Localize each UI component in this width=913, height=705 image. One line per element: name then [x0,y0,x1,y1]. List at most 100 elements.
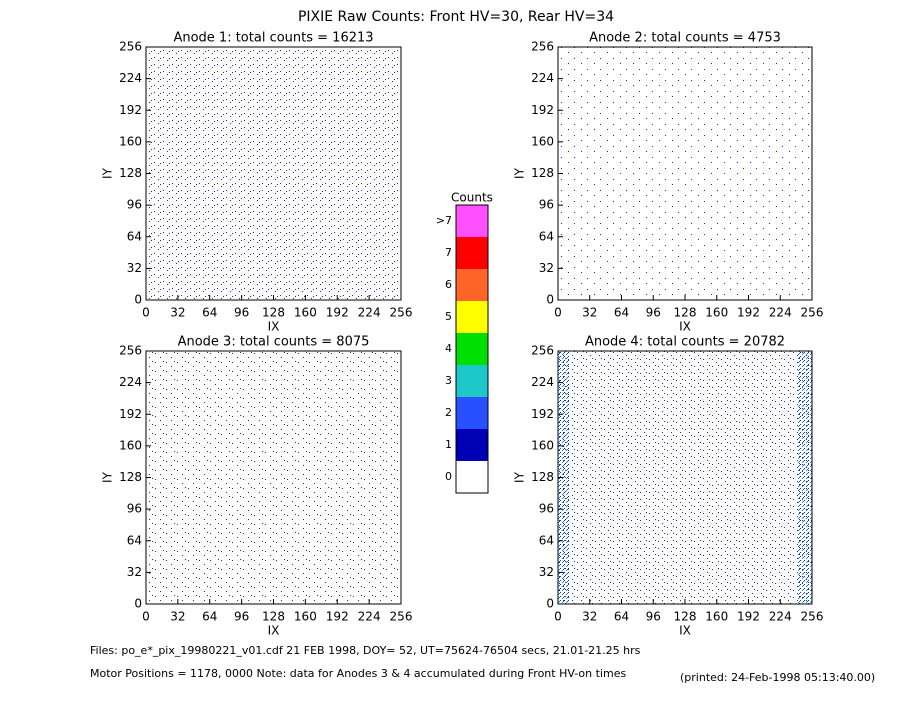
colorbar-label: 1 [445,438,452,451]
x-tick-label: 128 [674,306,697,320]
colorbar-label: 5 [445,310,452,323]
x-tick-label: 32 [582,306,597,320]
x-tick-label: 224 [769,610,792,624]
colorbar-label: 3 [445,374,452,387]
x-tick-label: 192 [737,306,760,320]
x-tick-label: 160 [294,306,317,320]
colorbar-label: >7 [436,214,452,227]
y-tick-label: 160 [531,134,554,148]
y-tick-label: 256 [531,344,554,358]
y-tick-label: 96 [539,198,554,212]
pixel-texture [798,351,812,604]
x-tick-label: 96 [234,610,249,624]
x-tick-label: 96 [234,306,249,320]
x-axis-label: IX [268,320,280,334]
x-tick-label: 96 [646,610,661,624]
x-tick-label: 128 [674,610,697,624]
x-tick-label: 32 [170,610,185,624]
x-tick-label: 256 [390,306,413,320]
x-tick-label: 160 [705,610,728,624]
y-tick-label: 128 [531,470,554,484]
colorbar-title: Counts [451,191,493,205]
colorbar-label: 0 [445,470,452,483]
y-tick-label: 224 [119,71,142,85]
x-tick-label: 64 [614,306,629,320]
x-tick-label: 96 [646,306,661,320]
colorbar-label: 6 [445,278,452,291]
panel-title: Anode 1: total counts = 16213 [173,31,373,46]
x-tick-label: 160 [294,610,317,624]
colorbar-label: 7 [445,246,452,259]
x-tick-label: 0 [142,306,150,320]
x-tick-label: 0 [142,610,150,624]
y-tick-label: 32 [539,261,554,275]
panel-title: Anode 3: total counts = 8075 [178,335,370,350]
y-tick-label: 0 [546,293,554,307]
pixel-texture [146,351,401,604]
x-tick-label: 224 [769,306,792,320]
panel-title: Anode 4: total counts = 20782 [585,335,785,350]
panel-title: Anode 2: total counts = 4753 [589,31,781,46]
y-tick-label: 224 [531,375,554,389]
y-tick-label: 96 [127,502,142,516]
x-tick-label: 128 [262,306,285,320]
pixel-texture [558,351,812,604]
footer-motor: Motor Positions = 1178, 0000 Note: data … [90,667,626,680]
colorbar-cell [456,429,488,461]
y-tick-label: 128 [531,166,554,180]
x-tick-label: 128 [262,610,285,624]
y-tick-label: 192 [119,103,142,117]
x-tick-label: 32 [170,306,185,320]
y-tick-label: 96 [127,198,142,212]
y-tick-label: 64 [127,229,142,243]
x-tick-label: 32 [582,610,597,624]
x-tick-label: 224 [358,306,381,320]
colorbar-cell [456,365,488,397]
y-tick-label: 160 [531,438,554,452]
y-axis-label: IY [101,471,115,483]
y-tick-label: 32 [127,261,142,275]
colorbar-frame [455,204,489,494]
y-tick-label: 224 [531,71,554,85]
y-tick-label: 0 [546,597,554,611]
y-tick-label: 256 [119,344,142,358]
pixel-texture [558,47,812,300]
y-tick-label: 256 [531,40,554,54]
colorbar-label: 2 [445,406,452,419]
pixel-texture [146,47,401,300]
colorbar-cell [456,301,488,333]
y-axis-label: IY [513,471,527,483]
y-tick-label: 64 [539,533,554,547]
x-tick-label: 192 [326,610,349,624]
y-tick-label: 224 [119,375,142,389]
footer-printed: (printed: 24-Feb-1998 05:13:40.00) [680,671,875,684]
y-tick-label: 96 [539,502,554,516]
y-tick-label: 0 [134,293,142,307]
colorbar-cell [456,237,488,269]
y-tick-label: 192 [119,407,142,421]
y-tick-label: 64 [127,533,142,547]
footer-files: Files: po_e*_pix_19980221_v01.cdf 21 FEB… [90,644,641,657]
y-tick-label: 32 [539,565,554,579]
x-tick-label: 192 [737,610,760,624]
colorbar-cell [456,205,488,237]
colorbar-cell [456,397,488,429]
y-tick-label: 192 [531,103,554,117]
x-tick-label: 224 [358,610,381,624]
x-tick-label: 0 [554,610,562,624]
x-tick-label: 160 [705,306,728,320]
x-tick-label: 64 [614,610,629,624]
colorbar-cell [456,333,488,365]
x-tick-label: 64 [202,610,217,624]
colorbar-cell [456,269,488,301]
x-axis-label: IX [679,624,691,638]
y-tick-label: 0 [134,597,142,611]
x-tick-label: 192 [326,306,349,320]
colorbar-cell [456,461,488,493]
y-tick-label: 160 [119,134,142,148]
y-axis-label: IY [101,167,115,179]
x-tick-label: 256 [801,306,824,320]
x-tick-label: 64 [202,306,217,320]
y-tick-label: 192 [531,407,554,421]
